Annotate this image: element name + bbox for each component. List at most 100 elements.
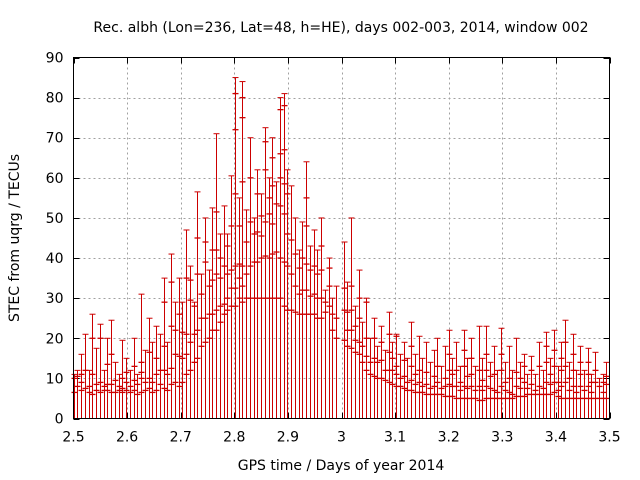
data-column xyxy=(401,341,408,419)
data-column xyxy=(168,253,175,419)
x-tick-label: 3.5 xyxy=(598,430,620,446)
data-column xyxy=(224,233,231,419)
data-column xyxy=(176,277,183,419)
data-column xyxy=(89,313,96,419)
data-column xyxy=(577,345,584,419)
data-column xyxy=(161,277,168,419)
data-column xyxy=(314,249,321,419)
data-column xyxy=(187,265,194,419)
data-column xyxy=(71,373,78,419)
y-axis-label: STEC from uqrg / TECUs xyxy=(7,154,23,322)
y-tick-label: 90 xyxy=(46,51,64,67)
y-tick-label: 50 xyxy=(46,211,64,227)
data-column xyxy=(172,301,179,419)
y-tick-label: 0 xyxy=(55,412,64,428)
x-tick-label: 2.9 xyxy=(277,430,299,446)
x-tick-label: 3.3 xyxy=(491,430,513,446)
data-column xyxy=(311,229,318,419)
data-column xyxy=(153,325,160,419)
data-column xyxy=(78,353,85,419)
data-column xyxy=(404,357,411,419)
data-column xyxy=(427,361,434,419)
data-column xyxy=(149,341,156,419)
y-tick-label: 60 xyxy=(46,171,64,187)
data-column xyxy=(483,325,490,419)
data-column xyxy=(284,169,291,419)
data-column xyxy=(363,297,370,419)
data-column xyxy=(202,217,209,419)
data-series xyxy=(71,77,610,419)
y-tick-label: 70 xyxy=(46,131,64,147)
data-column xyxy=(434,337,441,419)
data-column xyxy=(213,133,220,419)
data-column xyxy=(164,341,171,419)
data-column xyxy=(438,365,445,419)
chart-title: Rec. albh (Lon=236, Lat=48, h=HE), days … xyxy=(93,20,588,36)
x-tick-label: 3.4 xyxy=(545,430,567,446)
data-column xyxy=(198,273,205,419)
data-column xyxy=(322,289,329,419)
data-column xyxy=(179,301,186,419)
data-column xyxy=(326,257,333,419)
data-column xyxy=(329,297,336,419)
data-column xyxy=(603,361,610,419)
data-column xyxy=(288,185,295,419)
data-column xyxy=(108,319,115,419)
data-column xyxy=(412,353,419,419)
data-column xyxy=(254,169,261,419)
y-tick-label: 20 xyxy=(46,331,64,347)
data-column xyxy=(431,349,438,419)
data-column xyxy=(243,209,250,419)
grid-lines xyxy=(73,57,610,419)
y-tick-label: 30 xyxy=(46,291,64,307)
data-column xyxy=(348,217,355,419)
data-column xyxy=(221,205,228,419)
data-column xyxy=(281,93,288,419)
data-column xyxy=(97,323,104,419)
data-column xyxy=(472,365,479,419)
x-tick-label: 3.2 xyxy=(438,430,460,446)
data-column xyxy=(269,137,276,419)
data-column xyxy=(142,349,149,419)
data-column xyxy=(318,217,325,419)
data-column xyxy=(476,325,483,419)
data-column xyxy=(397,353,404,419)
data-column xyxy=(134,373,141,419)
data-column xyxy=(566,361,573,419)
data-column xyxy=(547,357,554,419)
data-column xyxy=(247,137,254,419)
data-column xyxy=(116,373,123,419)
data-column xyxy=(558,341,565,419)
data-column xyxy=(93,347,100,419)
data-column xyxy=(555,365,562,419)
data-column xyxy=(112,361,119,419)
data-column xyxy=(191,301,198,419)
data-column xyxy=(524,373,531,419)
data-column xyxy=(127,369,134,419)
data-column xyxy=(74,369,81,419)
plot-frame xyxy=(73,57,610,419)
data-column xyxy=(509,369,516,419)
x-tick-label: 2.8 xyxy=(223,430,245,446)
data-column xyxy=(277,97,284,419)
data-column xyxy=(352,305,359,419)
data-column xyxy=(228,175,235,419)
x-tick-label: 2.7 xyxy=(170,430,192,446)
x-tick-label: 3.1 xyxy=(384,430,406,446)
x-tick-label: 2.5 xyxy=(62,430,84,446)
x-axis-label: GPS time / Days of year 2014 xyxy=(238,458,445,474)
data-column xyxy=(506,345,513,419)
data-column xyxy=(367,337,374,419)
x-tick-label: 3 xyxy=(337,430,346,446)
data-column xyxy=(419,357,426,419)
data-column xyxy=(119,339,126,419)
data-column xyxy=(183,229,190,419)
data-column xyxy=(389,341,396,419)
data-column xyxy=(232,77,239,419)
data-column xyxy=(562,319,569,419)
data-column xyxy=(333,285,340,419)
data-column xyxy=(521,353,528,419)
y-tick-labels: 0 10 20 30 40 50 60 70 80 90 xyxy=(46,51,64,428)
